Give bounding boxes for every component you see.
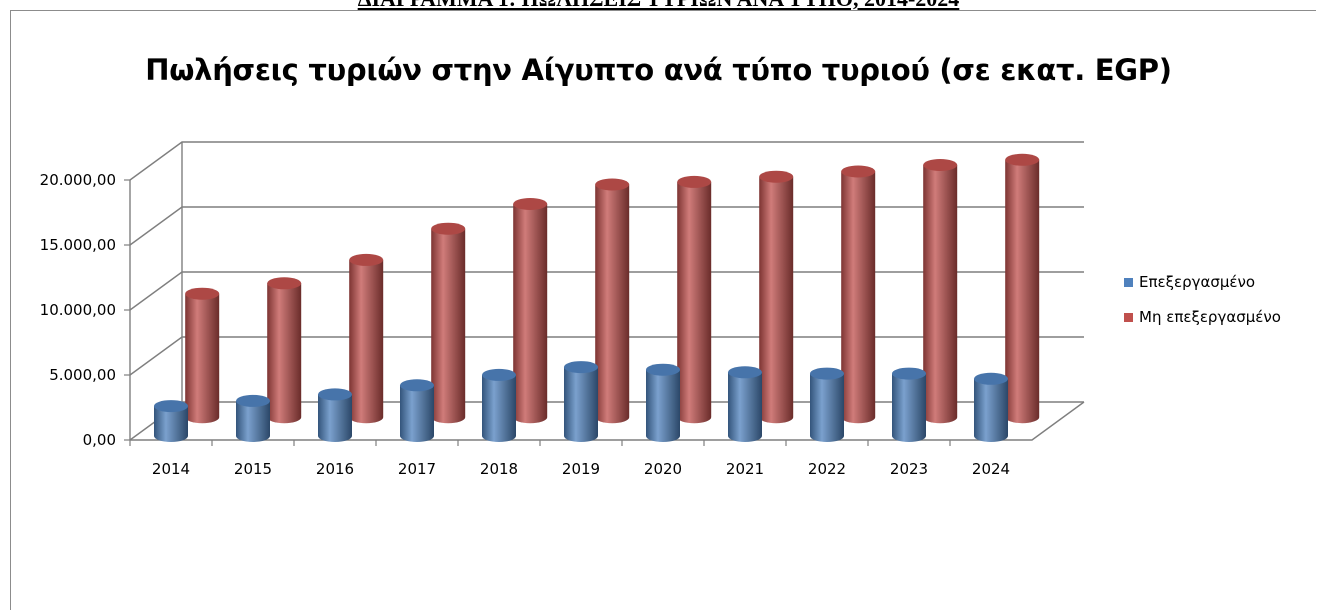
bar-unprocessed-2022-body [841,171,876,424]
chart-title: Πωλήσεις τυριών στην Αίγυπτο ανά τύπο τυ… [145,53,1172,87]
bar-unprocessed-2020-body [677,181,712,424]
bar-processed-2023 [892,367,926,442]
bar-processed-2021 [728,366,762,442]
x-axis-ticks: 2014 2015 2016 2017 2018 2019 2020 2021 2022 2023… [129,440,1010,478]
bar-unprocessed-2024-body [1005,159,1040,424]
x-tick-label: 2024 [972,460,1010,478]
bar-unprocessed-2018-top [513,198,548,210]
bar-unprocessed-2021-top [759,170,794,183]
bar-unprocessed-2016 [349,253,384,424]
bar-processed-2017 [400,379,434,442]
bar-processed-2024-body [974,378,1008,442]
bar-unprocessed-2017 [431,222,466,424]
bar-processed-2015-body [236,400,270,442]
bar-processed-2014 [154,400,188,442]
chart-frame [10,10,1316,610]
bar-unprocessed-2021-body [759,176,794,424]
bar-processed-2014-body [154,406,188,442]
document-heading: ΔΙΑΓΡΑΜΜΑ 1: ΠΩΛΗΣΕΙΣ ΤΥΡΙΩΝ ΑΝΑ ΤΥΠΟ, 2… [0,0,1317,12]
bar-processed-2018-body [482,374,516,442]
bar-unprocessed-2022 [841,165,876,424]
x-tick-label: 2015 [234,460,272,478]
legend-label-processed: Επεξεργασμένο [1139,273,1256,291]
legend-item-processed: Επεξεργασμένο [1124,272,1281,292]
bar-processed-2024-top [974,372,1008,385]
y-tick-label: 10.000,00 [40,301,116,319]
bar-processed-2016-top [318,388,352,401]
legend-swatch-processed [1124,277,1133,287]
x-tick-label: 2019 [562,460,600,478]
bar-unprocessed-2023-body [923,165,958,424]
bar-processed-2017-top [400,379,434,392]
bar-processed-2021-top [728,366,762,379]
bar-unprocessed-2014 [185,287,220,424]
x-tick-label: 2023 [890,460,928,478]
legend-item-unprocessed: Μη επεξεργασμένο [1124,307,1281,327]
bar-processed-2022-top [810,367,844,380]
x-tick-label: 2014 [152,460,190,478]
bar-processed-2022 [810,367,844,442]
bar-unprocessed-2022-top [841,165,876,178]
floor-edge [130,401,1085,441]
bar-unprocessed-2019-top [595,178,630,191]
bar-processed-2018-top [482,368,516,381]
bar-processed-2023-body [892,373,926,442]
bar-unprocessed-2019-body [595,184,630,424]
bar-unprocessed-2015 [267,277,302,424]
bar-processed-2022-body [810,373,844,442]
x-tick-label: 2017 [398,460,436,478]
bar-unprocessed-2023-top [923,159,958,171]
x-tick-label: 2020 [644,460,682,478]
bar-unprocessed-2023 [923,159,958,424]
x-tick-label: 2021 [726,460,764,478]
y-tick-label: 0,00 [83,431,116,449]
x-tick-label: 2016 [316,460,354,478]
y-tick-label: 15.000,00 [40,236,116,254]
bar-unprocessed-2024-top [1005,153,1040,166]
bar-unprocessed-2014-top [185,287,220,300]
bar-processed-2015 [236,394,270,442]
legend-label-unprocessed: Μη επεξεργασμένο [1139,308,1281,326]
bar-unprocessed-2018-body [513,204,548,424]
bar-processed-2016-body [318,394,352,442]
x-tick-label: 2022 [808,460,846,478]
bar-processed-2015-top [236,394,270,407]
bar-processed-2017-body [400,385,434,442]
bar-unprocessed-2016-top [349,253,384,266]
bar-processed-2019-top [564,361,598,374]
bar-unprocessed-2024 [1005,153,1040,424]
bar-processed-2019-body [564,367,598,442]
bar-processed-2016 [318,388,352,442]
back-series-bars [185,153,1040,424]
bar-unprocessed-2017-top [431,222,466,235]
bar-unprocessed-2014-body [185,293,220,424]
y-tick-label: 5.000,00 [49,366,116,384]
bar-processed-2014-top [154,400,188,413]
bar-unprocessed-2016-body [349,259,384,424]
bar-processed-2019 [564,361,598,442]
bar-unprocessed-2019 [595,178,630,424]
bar-processed-2023-top [892,367,926,380]
front-series-bars [154,361,1008,442]
bar-unprocessed-2015-top [267,277,302,290]
y-tick-label: 20.000,00 [40,171,116,189]
bar-unprocessed-2020 [677,175,712,424]
bar-processed-2020 [646,363,680,442]
legend-swatch-unprocessed [1124,312,1133,322]
bar-unprocessed-2021 [759,170,794,424]
legend: Επεξεργασμένο Μη επεξεργασμένο [1124,272,1281,342]
bar-processed-2020-top [646,363,680,376]
bar-processed-2024 [974,372,1008,442]
bar-processed-2021-body [728,372,762,442]
bar-unprocessed-2018 [513,198,548,424]
bar-unprocessed-2015-body [267,283,302,424]
y-axis-ticks: 0,00 5.000,00 10.000,00 15.000,00 20.000,00 [40,171,130,449]
bar-unprocessed-2020-top [677,175,712,188]
bar-unprocessed-2017-body [431,228,466,424]
x-tick-label: 2018 [480,460,518,478]
plot-area: 0,005.000,0010.000,0015.000,0020.000,00 … [40,141,1085,478]
bar-processed-2020-body [646,369,680,442]
bar-processed-2018 [482,368,516,442]
